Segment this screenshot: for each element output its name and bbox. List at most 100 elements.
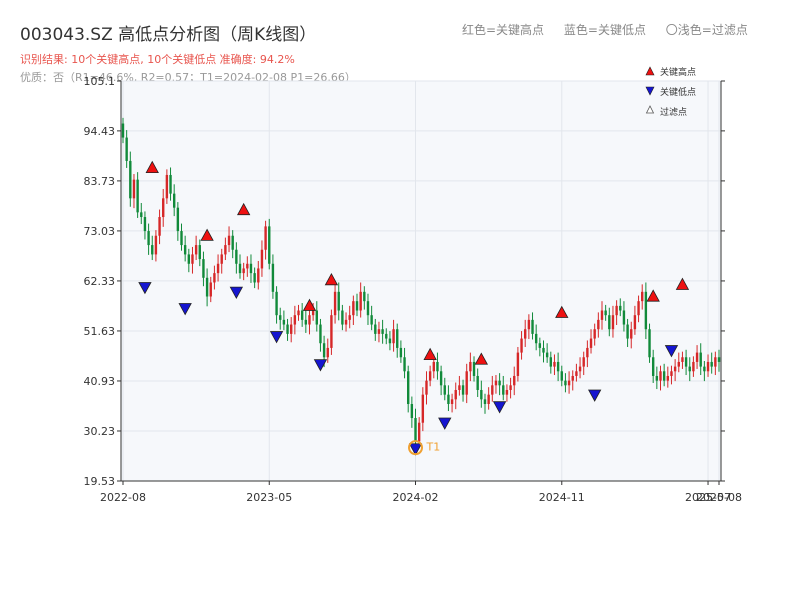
candle: [187, 248, 191, 273]
candle-body: [604, 310, 607, 316]
candle: [655, 366, 659, 390]
legend-note-blue: 蓝色=关键低点: [563, 23, 646, 37]
candle-body: [699, 352, 702, 367]
candle: [619, 298, 622, 317]
candle-body: [513, 375, 516, 386]
candle-body: [662, 371, 666, 381]
candle-body: [253, 273, 256, 283]
candle-body: [534, 333, 538, 344]
candle-body: [348, 315, 351, 320]
candle-body: [377, 329, 381, 334]
candle: [717, 349, 721, 372]
candle-body: [659, 371, 662, 381]
x-tick-label: 2022-08: [100, 491, 146, 504]
candle: [191, 246, 194, 274]
candle-body: [286, 324, 289, 334]
candle-body: [337, 291, 340, 311]
candle: [692, 356, 695, 377]
candle: [560, 365, 563, 387]
chart-title: 003043.SZ 高低点分析图（周K线图）: [20, 25, 317, 45]
candle: [531, 312, 534, 340]
candle: [443, 377, 446, 401]
candle: [396, 323, 399, 358]
candle-body: [264, 226, 267, 250]
candle-body: [648, 329, 651, 358]
candle-body: [436, 361, 439, 372]
candle-body: [472, 361, 476, 376]
candle-body: [158, 217, 161, 236]
candle: [534, 324, 538, 351]
candle-body: [396, 329, 399, 348]
key-high-marker: [200, 228, 214, 241]
candle: [403, 347, 406, 379]
key-high-marker: [145, 160, 159, 174]
candle-body: [706, 361, 710, 372]
candle-body: [509, 385, 512, 390]
candle-body: [688, 366, 691, 372]
candle: [308, 309, 311, 335]
candle: [611, 305, 615, 338]
candle-body: [593, 329, 596, 339]
candle-body: [407, 371, 410, 405]
candle: [502, 375, 505, 401]
candle-body: [381, 329, 384, 334]
legend-low-marker: [645, 86, 655, 96]
candle-body: [425, 380, 428, 395]
candle-body: [180, 231, 183, 246]
recognition-summary: 识别结果: 10个关键高点, 10个关键低点 准确度: 94.2%: [20, 53, 295, 66]
candle-body: [684, 357, 688, 367]
candle-body: [363, 291, 366, 302]
candle-body: [450, 399, 454, 405]
candle: [513, 366, 516, 396]
candle: [505, 384, 509, 402]
candle: [637, 295, 640, 323]
candle-body: [308, 315, 311, 325]
candle: [630, 321, 633, 349]
candle-body: [578, 366, 582, 372]
candle: [286, 318, 289, 341]
candle-body: [681, 357, 684, 362]
candle-body: [282, 319, 286, 325]
candle: [483, 393, 487, 414]
candle-body: [370, 315, 373, 325]
candle-body: [480, 389, 483, 400]
candle: [227, 226, 231, 253]
key-low-marker: [664, 345, 679, 358]
candle-body: [586, 347, 589, 358]
candle: [125, 130, 128, 168]
candle: [436, 352, 439, 380]
candle: [359, 282, 362, 318]
candle-body: [443, 385, 446, 395]
key-low-marker: [313, 359, 328, 372]
candle-body: [655, 375, 659, 381]
candle: [205, 268, 209, 307]
candle-body: [633, 315, 637, 330]
candle-body: [162, 198, 165, 218]
candle-body: [494, 380, 498, 386]
candle: [242, 262, 245, 281]
candle-body: [421, 394, 425, 423]
candle-body: [169, 174, 172, 194]
candle: [194, 235, 198, 261]
candle-body: [465, 371, 468, 395]
candle: [180, 223, 183, 251]
candle-body: [491, 385, 494, 395]
candle-body: [461, 385, 465, 395]
candle-body: [414, 418, 417, 442]
x-tick-label: 2023-05: [246, 491, 292, 504]
candle-body: [121, 123, 125, 138]
candle: [158, 209, 161, 245]
candle: [604, 304, 607, 321]
candle: [235, 242, 238, 274]
candle: [381, 319, 384, 344]
candle: [220, 248, 223, 274]
candle: [589, 329, 593, 354]
candle: [249, 254, 253, 283]
candle-body: [213, 273, 216, 283]
candle: [253, 267, 256, 289]
candle-body: [575, 371, 578, 376]
x-tick-label: 2024-11: [539, 491, 585, 504]
candle-body: [209, 282, 212, 297]
candle: [162, 188, 165, 227]
